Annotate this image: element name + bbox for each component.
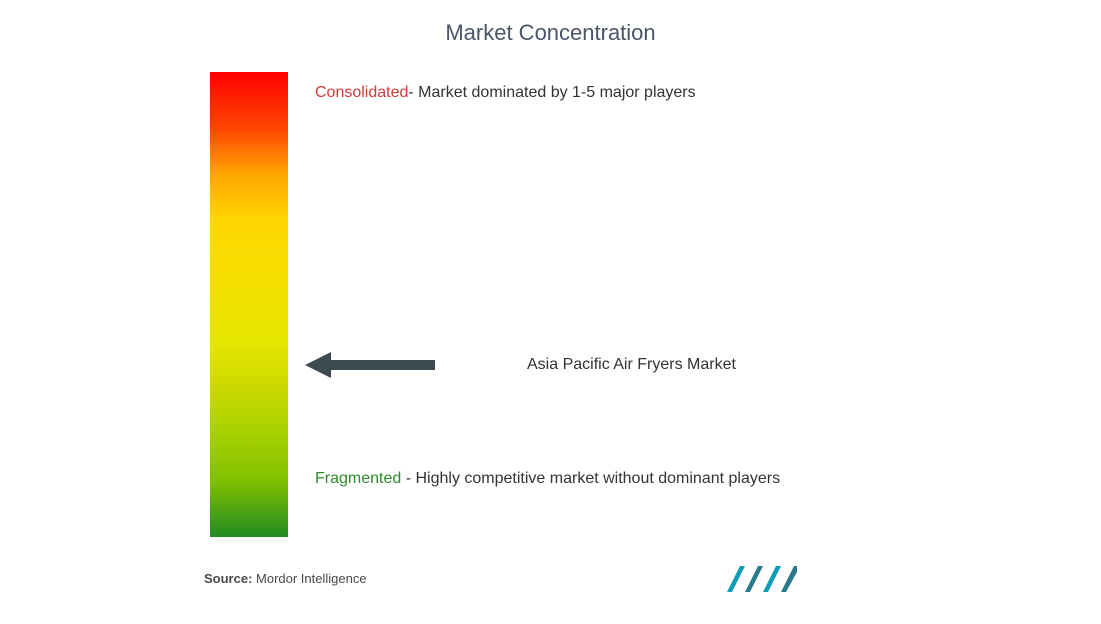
source-value: Mordor Intelligence — [252, 571, 366, 586]
fragmented-label: Fragmented - Highly competitive market w… — [315, 470, 780, 488]
left-arrow-icon — [305, 350, 435, 380]
market-name: Asia Pacific Air Fryers Market — [527, 356, 736, 374]
fragmented-desc: - Highly competitive market without domi… — [401, 470, 780, 487]
chart-title: Market Concentration — [0, 0, 1101, 46]
concentration-gradient-bar — [210, 72, 288, 537]
chart-body: Consolidated- Market dominated by 1-5 ma… — [210, 72, 890, 537]
fragmented-keyword: Fragmented — [315, 470, 401, 487]
consolidated-label: Consolidated- Market dominated by 1-5 ma… — [315, 84, 696, 102]
source-key: Source: — [204, 571, 252, 586]
consolidated-desc: - Market dominated by 1-5 major players — [408, 84, 695, 101]
pointer-row: Asia Pacific Air Fryers Market — [305, 350, 736, 380]
mordor-logo-icon — [727, 566, 797, 592]
consolidated-keyword: Consolidated — [315, 84, 408, 101]
source-attribution: Source: Mordor Intelligence — [204, 571, 367, 586]
